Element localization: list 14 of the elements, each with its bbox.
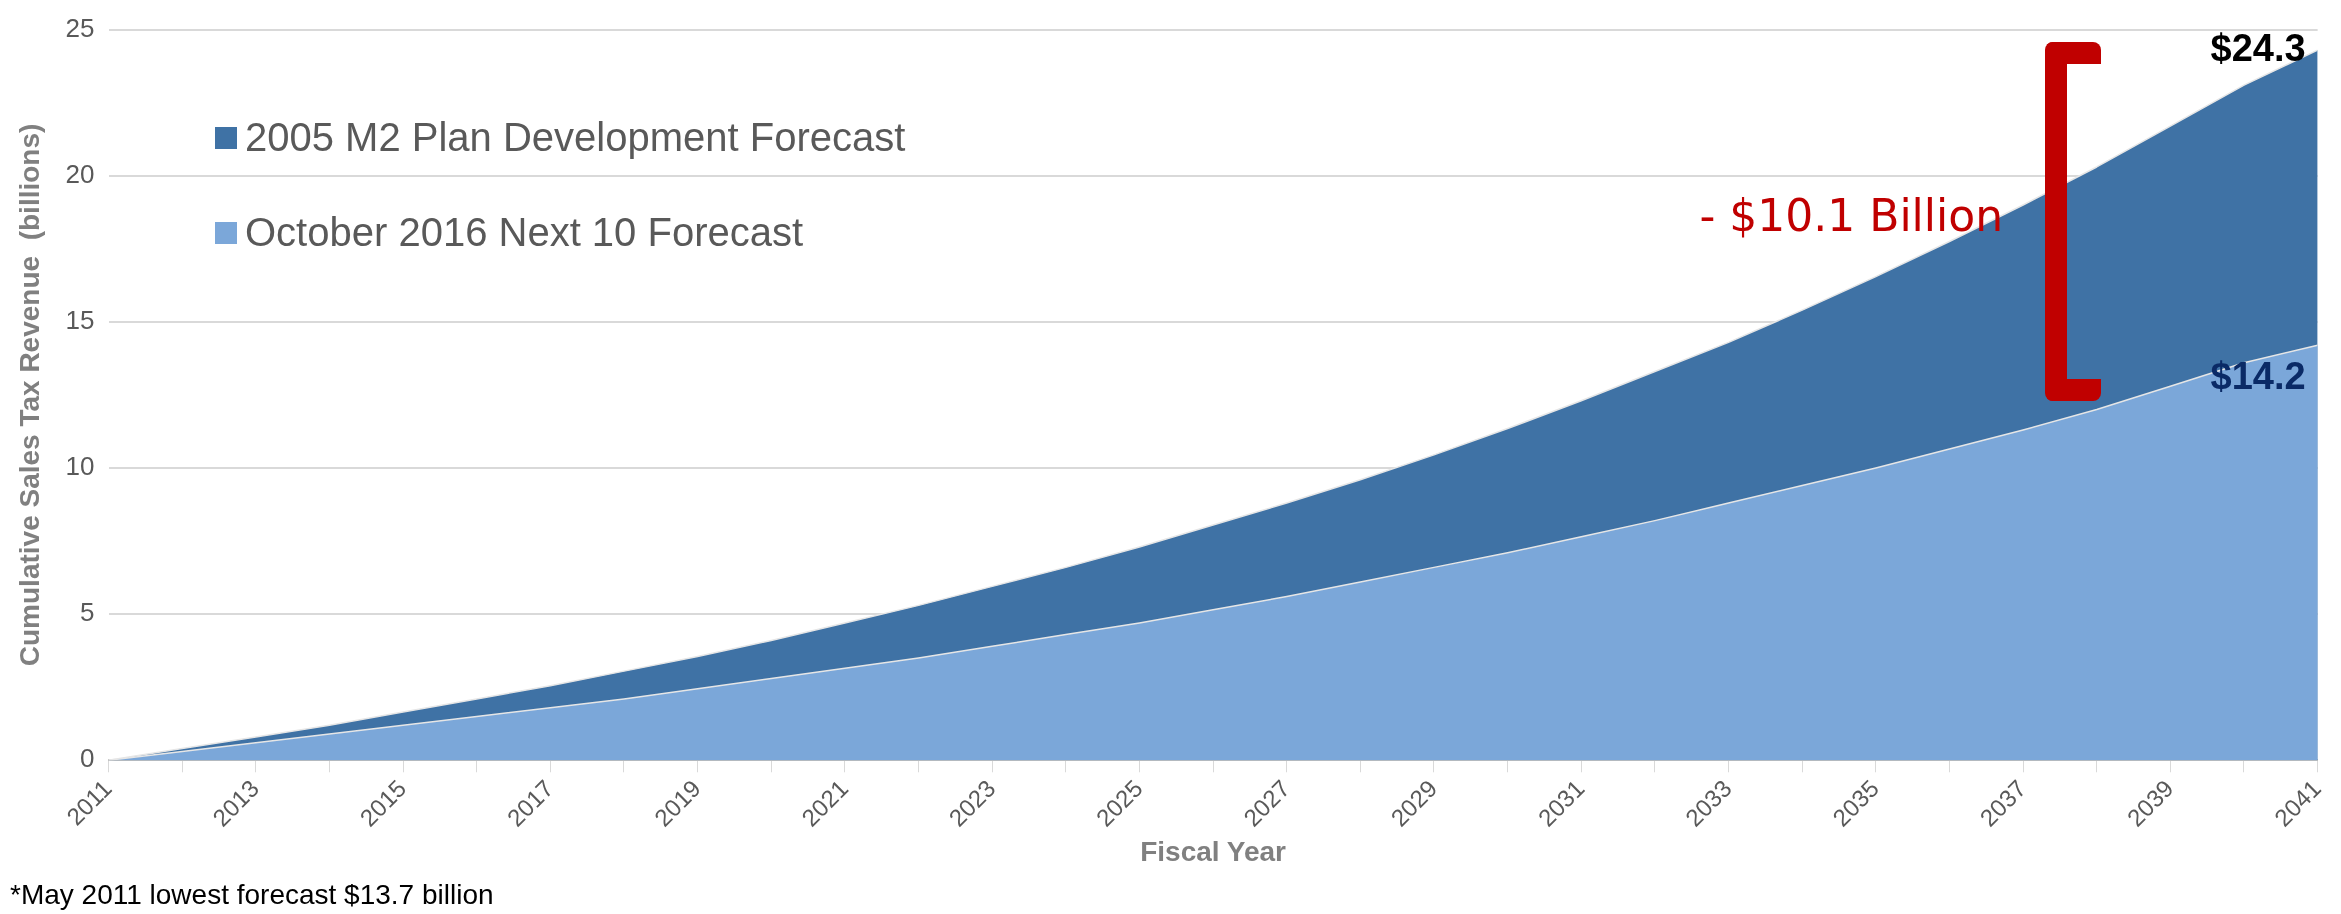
y-axis-title: Cumulative Sales Tax Revenue (billions)	[13, 123, 45, 667]
y-tick-label: 0	[80, 743, 95, 774]
data-label: $24.3	[2210, 26, 2306, 69]
annotation: - $10.1 Billion	[1699, 190, 2004, 242]
y-tick-label: 15	[65, 305, 95, 336]
text: *May 2011 lowest forecast $13.7 billion	[10, 878, 494, 910]
data-label: $14.2	[2210, 354, 2306, 397]
y-tick-label: 10	[65, 451, 95, 482]
legend-label: 2005 M2 Plan Development Forecast	[245, 115, 906, 160]
x-axis-title: Fiscal Year	[1140, 835, 1287, 867]
y-tick-label: 25	[65, 12, 95, 43]
legend-label: October 2016 Next 10 Forecast	[245, 210, 804, 255]
y-tick-label: 5	[80, 597, 95, 628]
y-tick-label: 20	[65, 158, 95, 189]
